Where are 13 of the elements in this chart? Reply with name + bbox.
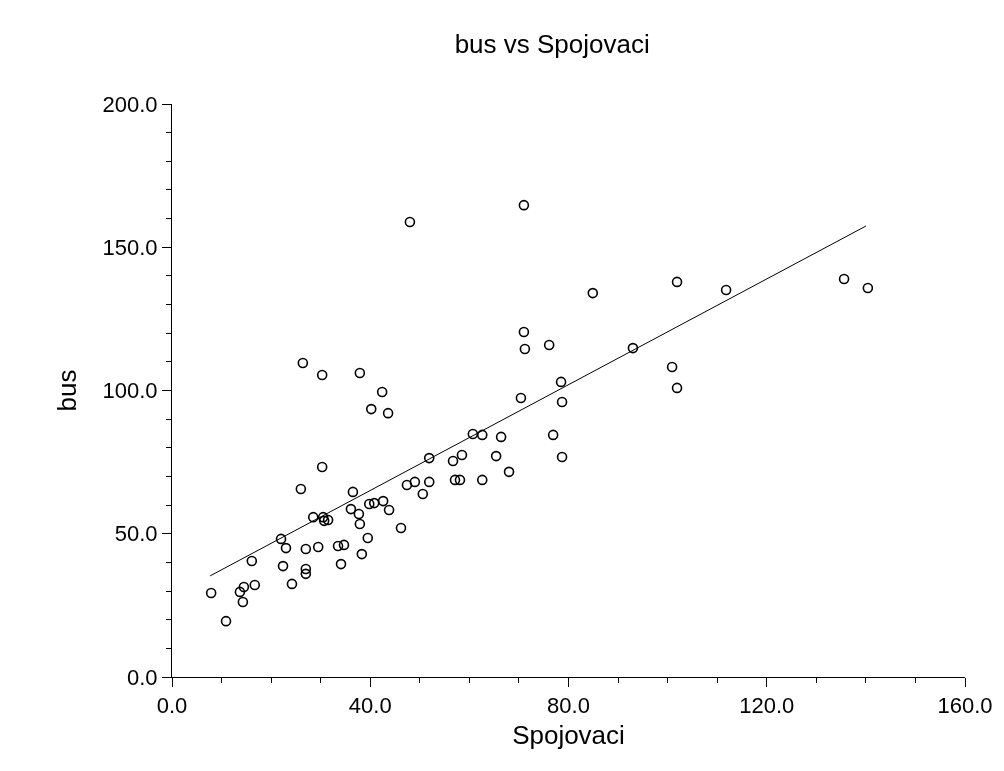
y-axis-title: bus xyxy=(51,369,82,412)
x-tick-label: 40.0 xyxy=(348,693,392,719)
x-axis-title: Spojovaci xyxy=(512,720,625,751)
y-tick-label: 150.0 xyxy=(102,234,158,260)
y-tick-label: 50.0 xyxy=(114,521,158,547)
y-tick-label: 100.0 xyxy=(102,378,158,404)
x-tick-label: 0.0 xyxy=(156,693,188,719)
chart-title: bus vs Spojovaci xyxy=(454,28,650,59)
y-tick-label: 0.0 xyxy=(127,664,158,690)
x-tick-label: 160.0 xyxy=(937,693,993,719)
x-tick-label: 80.0 xyxy=(547,693,590,719)
x-tick-label: 120.0 xyxy=(739,693,795,719)
y-tick-label: 200.0 xyxy=(102,91,158,117)
